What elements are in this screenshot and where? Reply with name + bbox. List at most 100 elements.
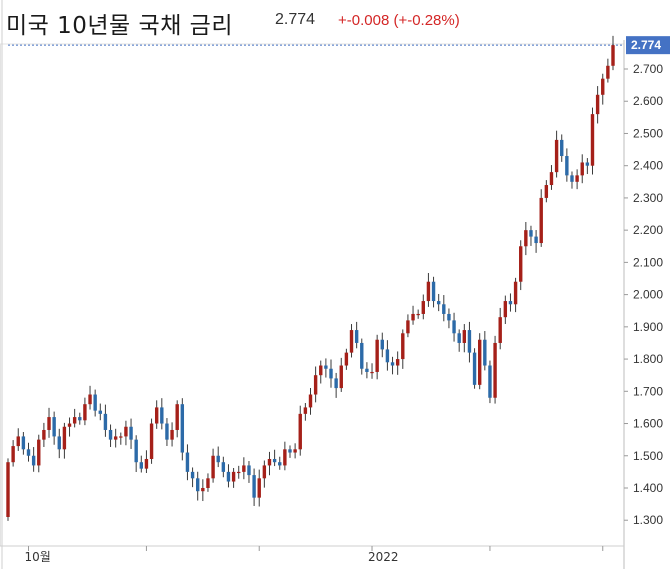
candle-body bbox=[288, 449, 292, 453]
candle-body bbox=[611, 45, 615, 66]
candle-body bbox=[519, 246, 523, 282]
candle-body bbox=[144, 458, 149, 469]
candle-body bbox=[385, 349, 390, 363]
candle-body bbox=[31, 455, 36, 466]
chart-title: 미국 10년물 국채 금리 bbox=[6, 13, 233, 39]
candle-body bbox=[390, 362, 395, 366]
last-value-label: 2.774 bbox=[631, 38, 661, 52]
candle-body bbox=[206, 478, 210, 488]
y-tick-label: 1.600 bbox=[633, 417, 663, 431]
candle-body bbox=[421, 301, 425, 314]
candle-body bbox=[493, 342, 497, 398]
candle-body bbox=[57, 436, 61, 450]
candle-body bbox=[52, 417, 56, 437]
candle-body bbox=[216, 455, 220, 463]
last-value-badge bbox=[626, 36, 670, 55]
candle-body bbox=[560, 139, 564, 157]
y-tick-label: 2.200 bbox=[633, 223, 663, 237]
candle-body bbox=[544, 185, 549, 198]
candle-body bbox=[108, 429, 113, 440]
candle-body bbox=[129, 426, 133, 440]
candle-body bbox=[16, 436, 20, 447]
y-tick-label: 2.600 bbox=[633, 94, 663, 108]
candle-body bbox=[549, 172, 554, 186]
candle-body bbox=[211, 455, 215, 479]
candle-body bbox=[226, 471, 231, 482]
candle-body bbox=[324, 365, 328, 369]
candle-body bbox=[360, 342, 364, 369]
candle-body bbox=[283, 449, 287, 466]
candle-body bbox=[160, 407, 164, 424]
candle-body bbox=[72, 417, 77, 424]
y-tick-label: 1.900 bbox=[633, 320, 663, 334]
y-tick-label: 1.400 bbox=[633, 481, 663, 495]
candle-body bbox=[242, 465, 246, 472]
y-tick-label: 1.800 bbox=[633, 352, 663, 366]
candle-body bbox=[452, 320, 456, 334]
candle-body bbox=[139, 462, 144, 469]
candle-body bbox=[124, 426, 128, 437]
candle-body bbox=[344, 352, 349, 366]
candle-body bbox=[483, 339, 487, 366]
candle-body bbox=[524, 230, 528, 247]
plot-frame bbox=[0, 43, 625, 547]
y-tick-label: 1.700 bbox=[633, 384, 663, 398]
candle-body bbox=[247, 465, 251, 476]
candle-body bbox=[442, 304, 446, 314]
candle-body bbox=[447, 313, 451, 321]
candle-body bbox=[88, 394, 92, 405]
candle-body bbox=[431, 281, 436, 302]
candle-body bbox=[26, 449, 31, 456]
candle-body bbox=[237, 471, 241, 474]
candle-body bbox=[488, 365, 492, 398]
candle-body bbox=[67, 423, 72, 427]
candle-body bbox=[42, 429, 46, 440]
candle-body bbox=[113, 436, 118, 440]
candle-body bbox=[313, 375, 318, 395]
y-tick-label: 2.300 bbox=[633, 191, 663, 205]
candle-body bbox=[339, 365, 343, 389]
candle-body bbox=[570, 175, 574, 182]
candle-body bbox=[411, 313, 415, 321]
candle-body bbox=[349, 330, 354, 353]
candle-body bbox=[508, 301, 513, 305]
candle-body bbox=[185, 452, 190, 472]
candle-body bbox=[21, 436, 26, 450]
candle-body bbox=[267, 458, 272, 466]
y-tick-label: 1.300 bbox=[633, 513, 663, 527]
chart-header: 미국 10년물 국채 금리 2.774 +-0.008 (+-0.28%) bbox=[0, 0, 671, 40]
price-change: +-0.008 (+-0.28%) bbox=[338, 12, 460, 29]
x-tick-label: 10월 bbox=[25, 550, 51, 564]
x-tick-label: 2022 bbox=[368, 550, 399, 564]
candle-body bbox=[262, 465, 267, 479]
candle-body bbox=[529, 230, 533, 237]
y-tick-label: 2.000 bbox=[633, 288, 663, 302]
candle-body bbox=[498, 317, 502, 343]
candle-body bbox=[190, 471, 195, 479]
candle-body bbox=[406, 320, 410, 334]
candle-body bbox=[601, 78, 605, 95]
candle-body bbox=[308, 394, 313, 408]
candle-body bbox=[575, 175, 579, 182]
candle-body bbox=[513, 281, 518, 305]
y-tick-label: 2.700 bbox=[633, 62, 663, 76]
candle-body bbox=[477, 339, 482, 385]
candle-body bbox=[436, 301, 441, 305]
candle-body bbox=[416, 313, 420, 316]
candle-body bbox=[395, 359, 400, 366]
candle-body bbox=[134, 439, 138, 463]
candle-body bbox=[595, 94, 600, 115]
candle-body bbox=[37, 439, 41, 466]
candle-body bbox=[6, 462, 10, 517]
candle-body bbox=[62, 426, 67, 450]
candle-body bbox=[354, 330, 359, 343]
candle-body bbox=[370, 371, 374, 374]
candle-body bbox=[196, 478, 200, 492]
candle-body bbox=[303, 407, 308, 414]
candle-body bbox=[180, 404, 185, 453]
candle-body bbox=[83, 404, 87, 421]
candle-body bbox=[47, 417, 51, 430]
candle-body bbox=[221, 462, 226, 472]
candle-body bbox=[257, 478, 261, 498]
